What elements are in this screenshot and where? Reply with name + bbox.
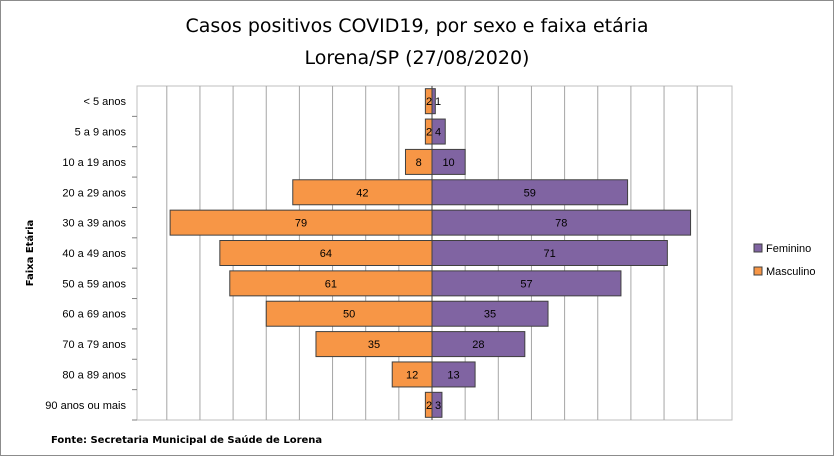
data-label-masculino: 2 xyxy=(426,400,432,412)
source-note: Fonte: Secretaria Municipal de Saúde de … xyxy=(51,434,322,446)
bar-masculino xyxy=(265,300,433,327)
bar-masculino xyxy=(404,148,433,175)
y-axis-title: Faixa Etária xyxy=(24,220,36,287)
data-label-masculino: 35 xyxy=(368,339,380,351)
data-label-feminino: 13 xyxy=(447,369,459,381)
bar-feminino xyxy=(431,331,526,358)
data-label-masculino: 50 xyxy=(343,309,355,321)
data-label-masculino: 64 xyxy=(320,248,332,260)
category-tick-label: 80 a 89 anos xyxy=(62,369,126,381)
category-tick-label: 5 a 9 anos xyxy=(75,127,127,139)
data-label-feminino: 28 xyxy=(472,339,484,351)
legend-swatch-feminino xyxy=(753,243,763,253)
bar-masculino xyxy=(169,209,433,236)
bar-feminino xyxy=(431,361,476,388)
bar-masculino xyxy=(391,361,433,388)
data-label-feminino: 59 xyxy=(524,187,536,199)
data-label-feminino: 4 xyxy=(435,127,441,139)
category-tick-label: 40 a 49 anos xyxy=(62,248,126,260)
data-label-masculino: 2 xyxy=(426,127,432,139)
bar-feminino xyxy=(431,300,549,327)
chart-title-line1: Casos positivos COVID19, por sexo e faix… xyxy=(185,15,648,37)
data-label-feminino: 78 xyxy=(555,218,567,230)
data-label-masculino: 12 xyxy=(406,369,418,381)
bar-masculino xyxy=(229,270,433,297)
axis: < 5 anos 5 a 9 anos 10 a 19 anos 20 a 29 an… xyxy=(45,86,433,421)
legend-swatch-masculino xyxy=(753,266,763,276)
data-label-masculino: 8 xyxy=(416,157,422,169)
bar-masculino xyxy=(315,331,433,358)
data-label-feminino: 71 xyxy=(544,248,556,260)
data-label-feminino: 1 xyxy=(435,96,441,108)
category-tick-label: 90 anos ou mais xyxy=(45,400,126,412)
category-tick-label: < 5 anos xyxy=(83,96,126,108)
data-label-masculino: 79 xyxy=(295,218,307,230)
data-label-feminino: 35 xyxy=(484,309,496,321)
data-label-feminino: 57 xyxy=(520,278,532,290)
category-tick-label: 50 a 59 anos xyxy=(62,278,126,290)
data-label-masculino: 42 xyxy=(356,187,368,199)
data-label-masculino: 2 xyxy=(426,96,432,108)
category-tick-label: 20 a 29 anos xyxy=(62,187,126,199)
legend-label-feminino: Feminino xyxy=(766,243,811,255)
chart-title-line2: Lorena/SP (27/08/2020) xyxy=(305,47,530,69)
bar-feminino xyxy=(431,148,466,175)
bar-feminino xyxy=(431,179,629,206)
data-label-feminino: 10 xyxy=(442,157,454,169)
category-tick-label: 10 a 19 anos xyxy=(62,157,126,169)
bar-feminino xyxy=(431,270,622,297)
data-label-masculino: 61 xyxy=(325,278,337,290)
bar-feminino xyxy=(431,240,668,266)
category-tick-label: 30 a 39 anos xyxy=(62,218,126,230)
category-tick-label: 60 a 69 anos xyxy=(62,309,126,321)
legend: Feminino Masculino xyxy=(753,243,816,278)
data-label-feminino: 3 xyxy=(435,400,441,412)
category-tick-label: 70 a 79 anos xyxy=(62,339,126,351)
legend-label-masculino: Masculino xyxy=(766,266,816,278)
bar-feminino xyxy=(431,209,692,236)
